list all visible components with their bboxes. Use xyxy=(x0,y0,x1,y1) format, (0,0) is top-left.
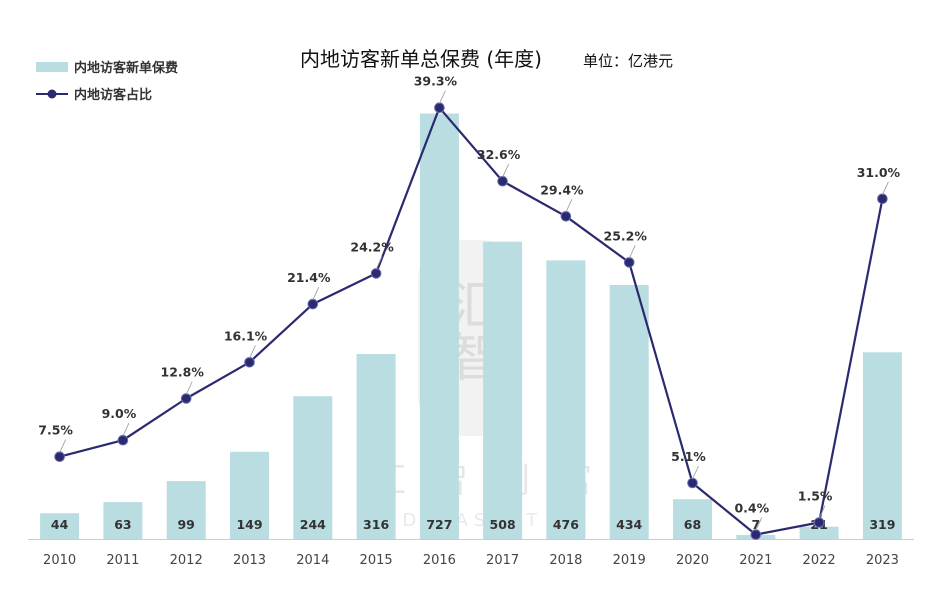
line-point-2016 xyxy=(434,102,445,113)
pct-leader-2021 xyxy=(755,517,763,531)
bar-label-2018: 476 xyxy=(553,517,579,532)
bar-2019 xyxy=(609,285,649,539)
line-point-2018 xyxy=(560,211,572,222)
legend: 内地访客新单保费 内地访客占比 xyxy=(36,60,178,103)
x-tick-2015: 2015 xyxy=(360,553,393,568)
x-tick-2011: 2011 xyxy=(106,553,139,568)
pct-leader-2013 xyxy=(249,345,256,359)
bar-2022 xyxy=(799,526,839,539)
bar-2014 xyxy=(293,396,333,539)
bar-2018 xyxy=(546,260,586,539)
pct-leader-2010 xyxy=(59,439,66,453)
pct-label-2016: 39.3% xyxy=(414,74,458,89)
bar-label-2011: 63 xyxy=(114,517,131,532)
pct-label-2019: 25.2% xyxy=(604,228,648,243)
pct-leader-2012 xyxy=(185,381,193,395)
bar-2015 xyxy=(356,354,396,539)
bar-2012 xyxy=(166,481,206,539)
line-point-2010 xyxy=(54,451,65,463)
bar-label-2015: 316 xyxy=(363,517,389,532)
pct-label-2015: 24.2% xyxy=(350,239,394,254)
bar-2020 xyxy=(673,499,712,539)
x-ticks: 2010 2011 2012 2013 2014 2015 2016 2017 2018 2019… xyxy=(43,553,899,568)
pct-label-2013: 16.1% xyxy=(224,328,268,343)
pct-label-2017: 32.6% xyxy=(477,147,521,162)
x-tick-2016: 2016 xyxy=(423,553,456,568)
x-tick-2021: 2021 xyxy=(739,553,772,568)
chart-title: 内地访客新单总保费 (年度) xyxy=(300,47,542,71)
line-path xyxy=(59,106,884,536)
x-tick-2013: 2013 xyxy=(233,553,266,568)
pct-label-2010: 7.5% xyxy=(38,423,73,438)
bar-label-2020: 68 xyxy=(684,517,701,532)
chart-unit: 单位：亿港元 xyxy=(583,52,673,70)
pct-label-2022: 1.5% xyxy=(798,489,833,504)
bar-label-2010: 44 xyxy=(51,517,69,532)
x-tick-2010: 2010 xyxy=(43,553,76,568)
x-tick-2018: 2018 xyxy=(549,553,582,568)
line-point-2012 xyxy=(180,393,192,404)
bar-label-2023: 319 xyxy=(869,517,895,532)
pct-leader-2019 xyxy=(628,245,636,259)
bar-2017 xyxy=(483,241,523,539)
bar-2013 xyxy=(230,451,269,539)
pct-label-2011: 9.0% xyxy=(102,406,137,421)
line-point-2022 xyxy=(813,517,825,528)
x-tick-2023: 2023 xyxy=(866,553,899,568)
bar-2016 xyxy=(419,113,459,539)
bar-label-2017: 508 xyxy=(490,517,516,532)
line-point-2019 xyxy=(623,257,635,268)
pct-leader-2023 xyxy=(882,181,889,195)
line-series xyxy=(54,102,888,540)
pct-leader-2016 xyxy=(439,90,446,104)
bar-label-2019: 434 xyxy=(616,517,642,532)
pct-leader-2020 xyxy=(692,465,699,480)
legend-bar-label: 内地访客新单保费 xyxy=(74,60,178,76)
percent-labels: 7.5% 9.0% 12.8% 16.1% 21.4% 24.2% 39.3% 32.6% 29… xyxy=(38,74,901,531)
pct-label-2014: 21.4% xyxy=(287,270,331,285)
x-tick-2012: 2012 xyxy=(170,553,203,568)
line-point-2020 xyxy=(687,477,698,489)
line-point-2023 xyxy=(877,193,888,205)
x-tick-2014: 2014 xyxy=(296,553,329,568)
pct-leader-2014 xyxy=(312,286,320,301)
pct-label-2020: 5.1% xyxy=(671,449,706,464)
line-point-2015 xyxy=(370,268,382,279)
x-tick-2019: 2019 xyxy=(613,553,646,568)
legend-line-label: 内地访客占比 xyxy=(74,87,152,103)
bar-label-2021: 7 xyxy=(751,517,760,532)
x-tick-2022: 2022 xyxy=(803,553,836,568)
bar-2011 xyxy=(103,502,143,539)
bar-label-2012: 99 xyxy=(177,517,194,532)
bars xyxy=(40,113,902,539)
line-point-2017 xyxy=(497,175,508,187)
pct-leader-2011 xyxy=(122,423,130,437)
x-tick-2020: 2020 xyxy=(676,553,709,568)
legend-bar-swatch xyxy=(36,62,68,72)
pct-leader-2022 xyxy=(818,505,826,519)
bar-label-2014: 244 xyxy=(300,517,326,532)
line-point-2013 xyxy=(244,357,255,368)
x-tick-2017: 2017 xyxy=(486,553,519,568)
line-point-2011 xyxy=(117,434,129,446)
bar-label-2013: 149 xyxy=(236,517,262,532)
pct-label-2021: 0.4% xyxy=(734,501,769,516)
bar-2023 xyxy=(862,352,902,539)
line-point-2014 xyxy=(307,298,319,310)
bar-labels: 44639914924431672750847643468721319 xyxy=(51,517,896,532)
legend-line-marker xyxy=(47,89,57,99)
pct-label-2012: 12.8% xyxy=(161,365,205,380)
pct-leader-2015 xyxy=(375,256,383,270)
bar-label-2016: 727 xyxy=(426,517,452,532)
line-point-2021 xyxy=(750,529,762,540)
pct-leader-2017 xyxy=(502,164,509,178)
pct-label-2023: 31.0% xyxy=(857,165,901,180)
pct-leader-2018 xyxy=(565,199,573,213)
bar-2010 xyxy=(40,513,80,539)
pct-label-2018: 29.4% xyxy=(540,182,584,197)
